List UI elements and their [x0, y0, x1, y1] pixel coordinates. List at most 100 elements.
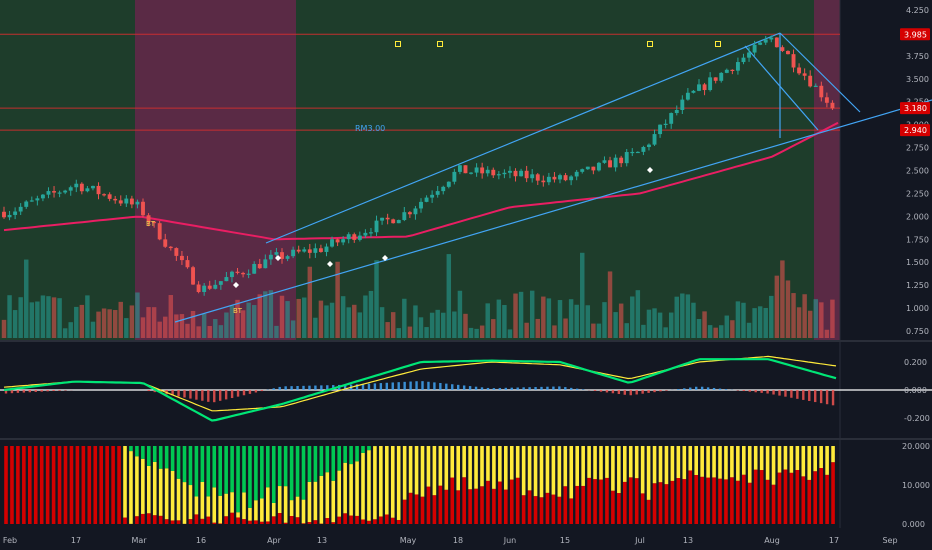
- candle-body: [296, 249, 301, 252]
- volume-bar: [246, 302, 251, 338]
- grid: [0, 0, 932, 528]
- macd-histogram-bar: [641, 390, 644, 394]
- oscillator-bar: [688, 446, 693, 471]
- oscillator-bar: [724, 446, 728, 480]
- oscillator-bar: [230, 492, 234, 513]
- volume-bar: [652, 308, 657, 338]
- volume-bar: [163, 316, 168, 338]
- volume-bar: [274, 325, 279, 338]
- oscillator-bar: [236, 517, 240, 524]
- volume-bar: [296, 298, 301, 338]
- oscillator-bar: [498, 481, 502, 524]
- oscillator-bar: [807, 479, 812, 524]
- macd-histogram-bar: [819, 390, 823, 404]
- oscillator-bar: [135, 456, 139, 517]
- macd-histogram-bar: [718, 388, 722, 390]
- volume-bar: [802, 294, 807, 338]
- macd-histogram-bar: [552, 386, 555, 390]
- candle-body: [552, 176, 557, 180]
- oscillator-bar: [16, 446, 20, 524]
- volume-bar: [402, 298, 407, 338]
- macd-histogram-bar: [576, 388, 579, 390]
- oscillator-bar: [206, 496, 211, 517]
- oscillator-bar: [135, 446, 139, 457]
- oscillator-bar: [581, 485, 585, 524]
- candle-body: [63, 190, 68, 193]
- candle-body: [619, 157, 624, 164]
- oscillator-bar: [105, 446, 109, 524]
- macd-histogram-bar: [647, 390, 650, 393]
- macd-histogram-bar: [224, 390, 228, 400]
- macd-histogram-bar: [189, 390, 192, 399]
- oscillator-bar: [801, 446, 806, 477]
- candle-body: [596, 162, 601, 171]
- oscillator-bar: [158, 515, 163, 524]
- oscillator-bar: [521, 495, 526, 524]
- macd-histogram-bar: [814, 390, 817, 403]
- oscillator-bar: [599, 479, 603, 524]
- macd-histogram-bar: [748, 390, 751, 392]
- candle-body: [569, 176, 574, 181]
- candle-body: [341, 239, 346, 243]
- oscillator-bar: [170, 470, 175, 521]
- oscillator-bar: [266, 446, 270, 488]
- volume-bar: [112, 310, 118, 338]
- oscillator-bar: [248, 507, 252, 521]
- candle-body: [697, 84, 701, 91]
- volume-bar: [179, 314, 185, 338]
- volume-bar: [602, 302, 607, 338]
- oscillator-bar: [736, 480, 740, 524]
- volume-bar: [190, 310, 196, 338]
- oscillator-bar: [188, 485, 193, 520]
- oscillator-bar: [22, 446, 26, 524]
- macd-histogram-bar: [361, 384, 365, 390]
- candle-body: [29, 200, 34, 202]
- oscillator-bar: [623, 446, 627, 482]
- oscillator-bar: [753, 446, 758, 470]
- macd-histogram-bar: [403, 381, 406, 390]
- time-tick-label: Apr: [267, 536, 282, 545]
- oscillator-bar: [200, 446, 205, 483]
- candle-body: [713, 77, 718, 81]
- oscillator-bar: [28, 446, 32, 524]
- oscillator-bar: [123, 517, 127, 524]
- volume-bar: [696, 318, 702, 338]
- oscillator-bar: [652, 446, 657, 484]
- volume-bar: [691, 302, 696, 338]
- volume-bar: [352, 304, 357, 338]
- oscillator-bar: [188, 446, 193, 486]
- oscillator-bar: [331, 480, 336, 523]
- oscillator-bar: [807, 446, 812, 480]
- volume-bar: [557, 300, 563, 338]
- candle-body: [235, 271, 240, 273]
- volume-bar: [90, 321, 96, 338]
- oscillator-bar: [307, 522, 312, 524]
- price-tick-label: 2.500: [906, 167, 929, 176]
- volume-bar: [151, 307, 157, 338]
- volume-bar: [580, 252, 585, 338]
- macd-histogram-bar: [397, 382, 400, 390]
- oscillator-bar: [188, 519, 193, 524]
- volume-bar: [613, 312, 618, 338]
- oscillator-bar: [325, 472, 330, 519]
- oscillator-bar: [396, 446, 401, 520]
- oscillator-bar: [212, 522, 217, 524]
- oscillator-bar: [462, 477, 466, 524]
- candle-body: [2, 211, 6, 218]
- oscillator-bar: [438, 446, 443, 486]
- candle-body: [580, 169, 585, 172]
- candle-body: [152, 221, 157, 224]
- candle-body: [274, 252, 279, 255]
- oscillator-bar: [515, 477, 520, 524]
- macd-histogram-bar: [379, 383, 383, 390]
- oscillator-bar: [450, 446, 455, 478]
- candle-body: [196, 284, 201, 293]
- volume-bar: [218, 325, 224, 338]
- macd-histogram-bar: [183, 390, 186, 398]
- oscillator-bar: [396, 519, 401, 524]
- oscillator-bar: [432, 446, 437, 496]
- oscillator-bar: [533, 446, 538, 497]
- oscillator-bar: [706, 477, 710, 524]
